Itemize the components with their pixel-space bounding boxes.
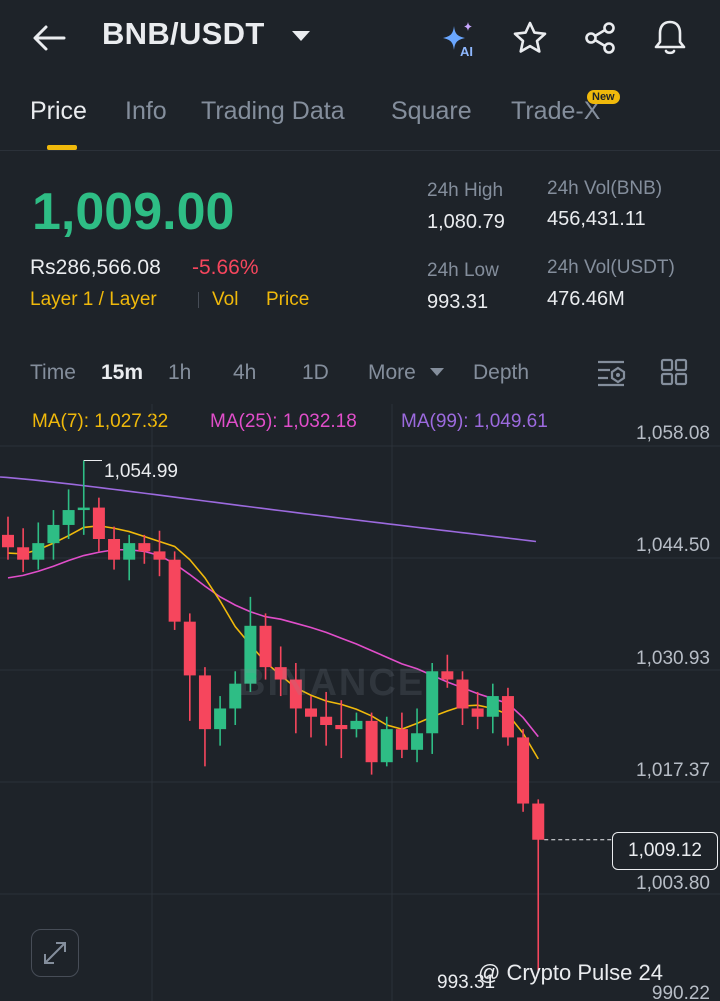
candle-body: [92, 507, 105, 539]
interval-1h[interactable]: 1h: [168, 361, 192, 384]
candle-body: [320, 716, 333, 726]
candle-body: [456, 679, 469, 709]
tab-square[interactable]: Square: [391, 97, 472, 125]
price-change-percent: -5.66%: [192, 256, 259, 279]
trading-pair-selector[interactable]: BNB/USDT: [102, 16, 265, 51]
y-tick-label: 1,003.80: [636, 873, 710, 894]
candle-body: [305, 708, 317, 717]
candle-body: [532, 803, 545, 840]
chevron-down-icon[interactable]: [292, 31, 310, 41]
vol-quote-value: 476.46M: [547, 288, 625, 310]
candle-body: [380, 729, 393, 763]
credit-watermark: @ Crypto Pulse 24: [478, 960, 663, 985]
candle-body: [411, 733, 424, 750]
y-tick-label: 990.22: [651, 983, 710, 1001]
expand-icon: [44, 942, 66, 964]
price-tag[interactable]: Price: [266, 289, 310, 310]
divider: [0, 150, 720, 151]
candle-body: [32, 543, 45, 560]
candle-body: [426, 671, 439, 734]
candle-body: [229, 683, 242, 709]
candle-body: [501, 696, 514, 738]
share-icon[interactable]: [582, 20, 618, 56]
svg-text:AI: AI: [460, 44, 473, 58]
layout-grid-icon[interactable]: [660, 358, 688, 386]
active-tab-indicator: [47, 145, 77, 150]
candle-body: [2, 534, 14, 548]
candle-body: [183, 621, 196, 676]
last-price: 1,009.00: [32, 183, 235, 241]
back-arrow-icon[interactable]: [32, 22, 66, 54]
chart-min-label: 993.31: [437, 972, 496, 993]
candle-body: [168, 559, 181, 622]
candle-body: [47, 524, 60, 544]
candle-body: [123, 543, 136, 560]
candle-body: [153, 551, 166, 560]
bell-icon[interactable]: [652, 18, 688, 56]
category-tag[interactable]: Layer 1 / Layer: [30, 289, 157, 310]
divider: [198, 292, 199, 308]
interval-15m[interactable]: 15m: [101, 361, 144, 384]
ma99-line: [0, 476, 537, 543]
candle-body: [517, 737, 530, 804]
interval-time[interactable]: Time: [30, 361, 76, 384]
candle-body: [62, 510, 75, 525]
candle-body: [274, 667, 287, 680]
candle-body: [198, 675, 211, 730]
fullscreen-button[interactable]: [31, 929, 79, 977]
vol-base-label: 24h Vol(BNB): [547, 178, 663, 199]
candle-body: [365, 720, 378, 763]
interval-1d[interactable]: 1D: [302, 361, 329, 384]
candle-body: [77, 507, 90, 511]
tab-trading-data[interactable]: Trading Data: [201, 97, 345, 125]
tab-price[interactable]: Price: [30, 97, 87, 125]
candle-body: [17, 547, 30, 560]
candle-body: [214, 708, 227, 730]
current-price-tag: 1,009.12: [612, 832, 718, 870]
star-icon[interactable]: [512, 20, 548, 56]
candlestick-chart[interactable]: [0, 400, 720, 1001]
high-label: 24h High: [427, 180, 504, 201]
tab-info[interactable]: Info: [125, 97, 167, 125]
depth-tab[interactable]: Depth: [473, 361, 530, 384]
vol-base-value: 456,431.11: [547, 208, 646, 230]
y-tick-label: 1,017.37: [636, 760, 710, 781]
fiat-price: Rs286,566.08: [30, 256, 161, 279]
interval-more[interactable]: More: [368, 361, 416, 384]
high-value: 1,080.79: [427, 211, 505, 233]
ai-sparkle-icon[interactable]: AI: [440, 20, 482, 58]
new-badge: New: [587, 90, 620, 104]
candle-body: [471, 708, 484, 717]
low-value: 993.31: [427, 291, 489, 313]
ma25-legend: MA(25): 1,032.18: [210, 411, 357, 432]
y-tick-label: 1,058.08: [636, 423, 710, 444]
ma7-legend: MA(7): 1,027.32: [32, 411, 169, 432]
candle-body: [244, 625, 257, 684]
candle-body: [138, 543, 151, 552]
candle-body: [289, 679, 302, 709]
candle-body: [108, 538, 121, 560]
ma99-legend: MA(99): 1,049.61: [401, 411, 548, 432]
vol-tag[interactable]: Vol: [212, 289, 239, 310]
chart-max-label: 1,054.99: [104, 461, 178, 482]
ma7-line: [7, 524, 539, 760]
y-tick-label: 1,030.93: [636, 648, 710, 669]
chevron-down-icon[interactable]: [430, 368, 444, 376]
candle-body: [335, 725, 348, 730]
y-tick-label: 1,044.50: [636, 535, 710, 556]
binance-watermark: BINANCE: [238, 662, 426, 704]
candle-body: [395, 729, 408, 750]
candle-body: [441, 671, 454, 680]
indicator-settings-icon[interactable]: [596, 358, 628, 388]
tab-trade-x[interactable]: Trade-X: [511, 97, 601, 125]
ma25-line: [7, 548, 539, 738]
candle-body: [259, 625, 272, 668]
candle-body: [486, 696, 499, 717]
vol-quote-label: 24h Vol(USDT): [547, 257, 675, 278]
candle-body: [350, 720, 363, 730]
interval-4h[interactable]: 4h: [233, 361, 257, 384]
low-label: 24h Low: [427, 260, 499, 281]
